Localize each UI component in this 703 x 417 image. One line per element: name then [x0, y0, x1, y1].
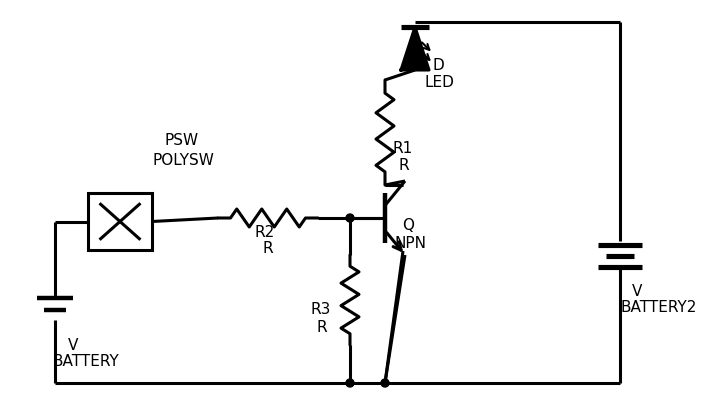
Text: R2: R2 — [255, 224, 276, 239]
Text: PSW: PSW — [165, 133, 199, 148]
Text: BATTERY2: BATTERY2 — [620, 301, 697, 316]
Text: R: R — [398, 158, 408, 173]
Text: R: R — [316, 319, 327, 334]
Text: BATTERY: BATTERY — [52, 354, 119, 369]
Bar — [88, 193, 152, 250]
Text: R: R — [262, 241, 273, 256]
Circle shape — [381, 379, 389, 387]
Text: POLYSW: POLYSW — [152, 153, 214, 168]
Text: D: D — [432, 58, 444, 73]
Text: NPN: NPN — [395, 236, 427, 251]
Text: V: V — [68, 337, 78, 352]
Circle shape — [346, 214, 354, 222]
Text: LED: LED — [425, 75, 455, 90]
Circle shape — [346, 379, 354, 387]
Text: R1: R1 — [392, 141, 412, 156]
Polygon shape — [401, 27, 429, 70]
Text: V: V — [632, 284, 643, 299]
Text: Q: Q — [402, 218, 414, 233]
Text: R3: R3 — [310, 302, 330, 317]
